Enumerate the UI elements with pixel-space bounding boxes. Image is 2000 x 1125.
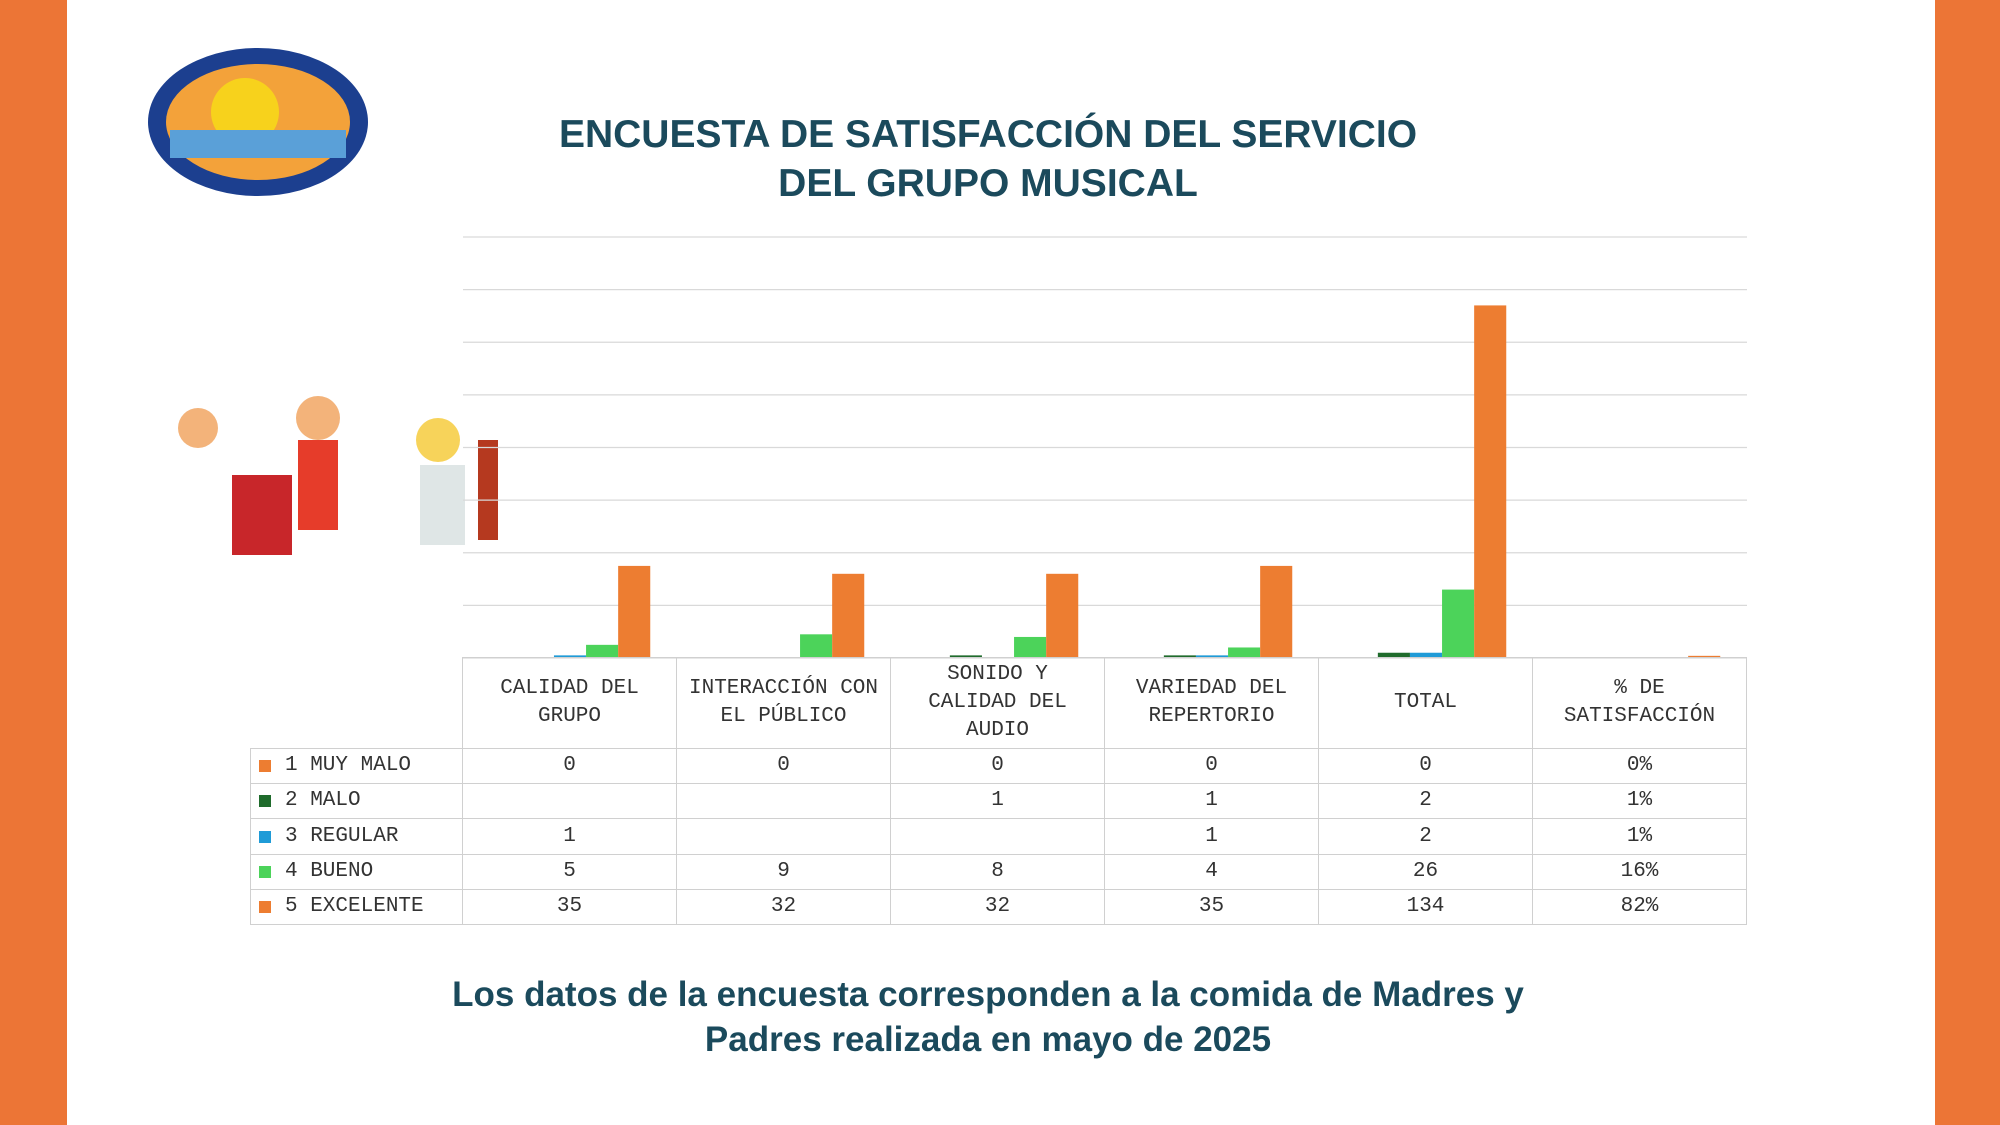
table-cell xyxy=(890,818,1105,855)
table-cell: 9 xyxy=(676,854,891,890)
table-cell: 4 xyxy=(1104,854,1319,890)
table-cell: 2 xyxy=(1318,783,1533,819)
table-cell: 5 xyxy=(462,854,677,890)
band-illustration xyxy=(178,396,498,555)
table-cell: 0 xyxy=(676,748,891,784)
table-cell: 0 xyxy=(890,748,1105,784)
bar xyxy=(553,655,587,658)
table-cell: 1 xyxy=(462,818,677,855)
table-cell: 1% xyxy=(1532,818,1747,855)
table-cell: 82% xyxy=(1532,889,1747,925)
legend-entry: 3 REGULAR xyxy=(250,818,463,855)
chart-title: ENCUESTA DE SATISFACCIÓN DEL SERVICIO DE… xyxy=(558,113,1418,205)
bar xyxy=(800,634,833,658)
table-cell: 1 xyxy=(1104,818,1319,855)
table-cell: 26 xyxy=(1318,854,1533,890)
table-header: INTERACCIÓN CON EL PÚBLICO xyxy=(676,657,891,749)
legend-entry: 5 EXCELENTE xyxy=(250,889,463,925)
table-cell: 32 xyxy=(890,889,1105,925)
bar xyxy=(1409,652,1443,658)
table-cell: 0 xyxy=(1104,748,1319,784)
table-header: TOTAL xyxy=(1318,657,1533,749)
table-cell: 134 xyxy=(1318,889,1533,925)
legend-swatch xyxy=(259,866,271,878)
table-cell: 1 xyxy=(1104,783,1319,819)
bar xyxy=(1474,305,1507,658)
bar xyxy=(586,644,619,658)
table-cell: 8 xyxy=(890,854,1105,890)
bar xyxy=(949,655,982,658)
bar xyxy=(1377,652,1410,658)
table-header: VARIEDAD DEL REPERTORIO xyxy=(1104,657,1319,749)
table-header: CALIDAD DEL GRUPO xyxy=(462,657,677,749)
table-cell: 2 xyxy=(1318,818,1533,855)
table-cell: 35 xyxy=(462,889,677,925)
bar xyxy=(1163,655,1196,658)
footnote: Los datos de la encuesta corresponden a … xyxy=(452,975,1524,1059)
logo xyxy=(148,48,368,196)
bar xyxy=(1260,565,1293,658)
bar xyxy=(1688,655,1721,658)
table-header: SONIDO Y CALIDAD DEL AUDIO xyxy=(890,657,1105,749)
table-cell: 32 xyxy=(676,889,891,925)
bar xyxy=(1046,573,1079,658)
table-cell xyxy=(676,818,891,855)
legend-label: 4 BUENO xyxy=(285,860,374,883)
bar xyxy=(1442,589,1475,658)
legend-swatch xyxy=(259,830,271,843)
legend-swatch xyxy=(259,901,271,913)
table-cell: 16% xyxy=(1532,854,1747,890)
side-band xyxy=(0,0,67,1125)
side-band xyxy=(1935,0,2000,1125)
bar xyxy=(1228,647,1261,658)
bar xyxy=(832,573,865,658)
table-header: % DE SATISFACCIÓN xyxy=(1532,657,1747,749)
legend-label: 5 EXCELENTE xyxy=(285,895,424,918)
table-cell: 1 xyxy=(890,783,1105,819)
table-cell: 0% xyxy=(1532,748,1747,784)
table-cell: 35 xyxy=(1104,889,1319,925)
bar xyxy=(1195,655,1229,658)
legend-entry: 1 MUY MALO xyxy=(250,748,463,784)
bar xyxy=(618,565,651,658)
legend-entry: 4 BUENO xyxy=(250,854,463,890)
table-cell xyxy=(676,783,891,819)
legend-label: 2 MALO xyxy=(285,789,361,812)
bar xyxy=(1014,636,1047,658)
table-cell: 1% xyxy=(1532,783,1747,819)
legend-label: 1 MUY MALO xyxy=(285,754,412,777)
legend-label: 3 REGULAR xyxy=(285,824,399,848)
legend-swatch xyxy=(259,760,271,772)
legend-swatch xyxy=(259,795,271,807)
table-cell xyxy=(462,783,677,819)
table-cell: 0 xyxy=(1318,748,1533,784)
legend-entry: 2 MALO xyxy=(250,783,463,819)
table-cell: 0 xyxy=(462,748,677,784)
